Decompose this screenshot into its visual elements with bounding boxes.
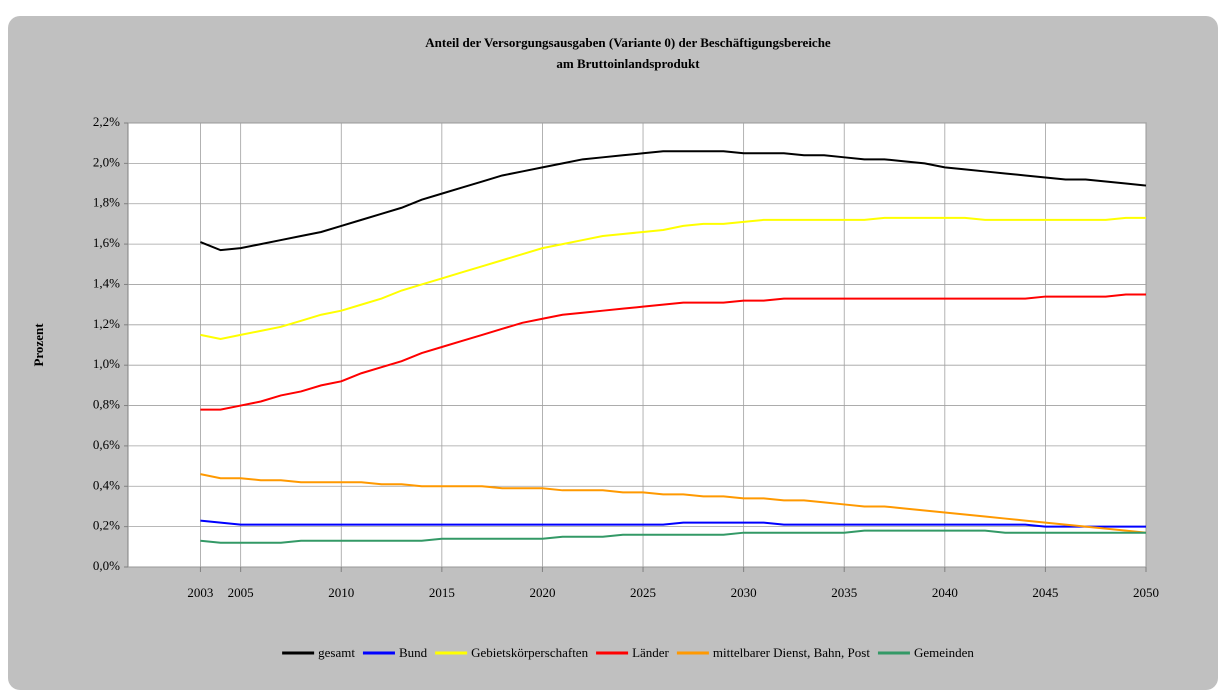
x-tick-label: 2050 bbox=[1133, 585, 1159, 600]
legend-label: Bund bbox=[399, 645, 428, 660]
legend-label: gesamt bbox=[318, 645, 355, 660]
y-tick-label: 2,0% bbox=[93, 154, 120, 169]
y-tick-label: 1,8% bbox=[93, 195, 120, 210]
chart-title: Anteil der Versorgungsausgaben (Variante… bbox=[425, 35, 831, 50]
plot-area bbox=[127, 122, 1147, 568]
y-tick-label: 0,2% bbox=[93, 518, 120, 533]
legend-label: mittelbarer Dienst, Bahn, Post bbox=[713, 645, 870, 660]
y-tick-label: 0,8% bbox=[93, 397, 120, 412]
y-tick-label: 0,6% bbox=[93, 437, 120, 452]
x-tick-label: 2025 bbox=[630, 585, 656, 600]
legend-label: Gemeinden bbox=[914, 645, 974, 660]
x-tick-label: 2040 bbox=[932, 585, 958, 600]
series-line bbox=[200, 529, 1146, 544]
series-line bbox=[200, 519, 1146, 528]
legend-label: Gebietskörperschaften bbox=[471, 645, 588, 660]
y-tick-label: 1,6% bbox=[93, 235, 120, 250]
x-tick-label: 2045 bbox=[1032, 585, 1058, 600]
y-axis-label: Prozent bbox=[31, 323, 46, 367]
x-tick-label: 2003 bbox=[187, 585, 213, 600]
y-tick-label: 0,0% bbox=[93, 558, 120, 573]
y-tick-label: 1,4% bbox=[93, 275, 120, 290]
chart-title: am Bruttoinlandsprodukt bbox=[556, 56, 700, 71]
y-tick-label: 1,2% bbox=[93, 316, 120, 331]
x-tick-label: 2015 bbox=[429, 585, 455, 600]
series-line bbox=[200, 473, 1147, 534]
series-line bbox=[200, 293, 1146, 411]
y-tick-label: 2,2% bbox=[93, 114, 120, 129]
x-tick-label: 2005 bbox=[228, 585, 254, 600]
series-line bbox=[200, 150, 1147, 252]
y-tick-label: 0,4% bbox=[93, 477, 120, 492]
y-tick-label: 1,0% bbox=[93, 356, 120, 371]
x-tick-label: 2035 bbox=[831, 585, 857, 600]
x-tick-label: 2020 bbox=[529, 585, 555, 600]
legend-label: Länder bbox=[632, 645, 669, 660]
x-tick-label: 2030 bbox=[731, 585, 757, 600]
x-tick-label: 2010 bbox=[328, 585, 354, 600]
series-line bbox=[200, 216, 1146, 340]
